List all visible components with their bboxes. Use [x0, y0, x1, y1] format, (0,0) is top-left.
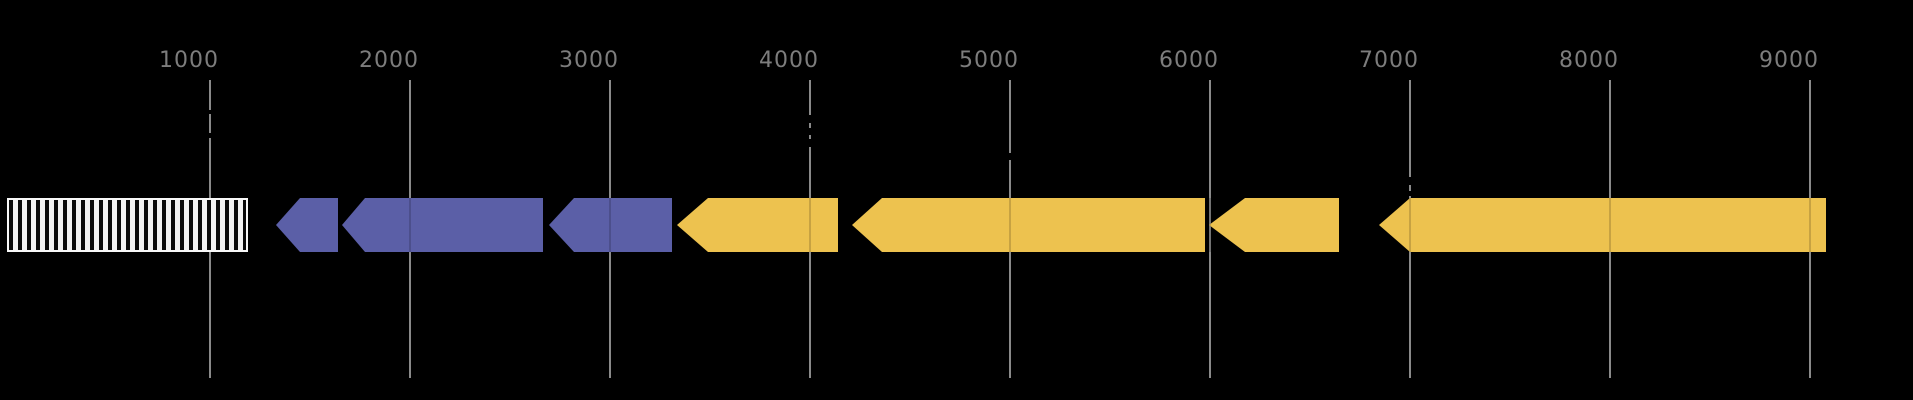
gene-1-arrow: [276, 198, 338, 252]
axis-tick-label: 8000: [1559, 48, 1619, 73]
gridline-dash: [1009, 153, 1012, 160]
axis-tick-label: 9000: [1759, 48, 1819, 73]
axis-tick-label: 6000: [1159, 48, 1219, 73]
gridline-dash: [209, 110, 212, 114]
axis-tick-label: 3000: [559, 48, 619, 73]
gridline-shade: [609, 198, 611, 252]
gridline-dash: [809, 115, 812, 123]
gridline-dash: [1409, 191, 1412, 196]
gridline-shade: [809, 198, 811, 252]
gridline-shade: [1809, 198, 1811, 252]
gene-2-arrow: [342, 198, 543, 252]
gene-6-arrow: [1209, 198, 1339, 252]
gridline-dash: [209, 133, 212, 138]
axis-tick-label: 4000: [759, 48, 819, 73]
gene-7-arrow: [1379, 198, 1826, 252]
gridline-shade: [1409, 198, 1411, 252]
gridline-dash: [809, 139, 812, 147]
axis-tick-label: 2000: [359, 48, 419, 73]
gridline-shade: [1209, 198, 1211, 252]
gridline-dash: [1409, 177, 1412, 185]
gridline-shade: [409, 198, 411, 252]
gridline: [1209, 80, 1211, 378]
axis-tick-label: 1000: [159, 48, 219, 73]
gridline-dash: [809, 128, 812, 135]
axis-tick-label: 5000: [959, 48, 1019, 73]
gene-3-arrow: [549, 198, 672, 252]
gridline-shade: [1609, 198, 1611, 252]
gene-5-arrow: [852, 198, 1205, 252]
axis-tick-label: 7000: [1359, 48, 1419, 73]
hatched-region-box: [7, 198, 248, 252]
gridline-shade: [1009, 198, 1011, 252]
gene-4-arrow: [677, 198, 838, 252]
